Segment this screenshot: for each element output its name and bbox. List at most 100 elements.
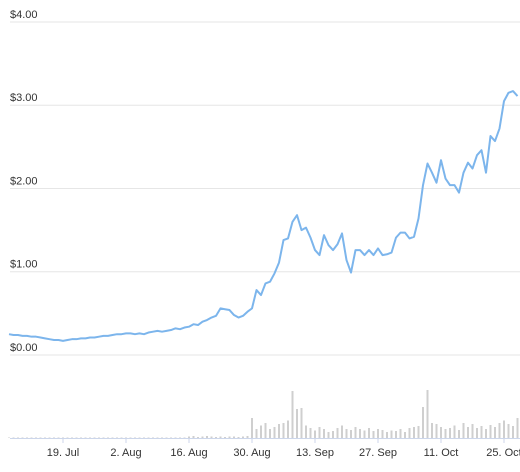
volume-bar [359, 429, 361, 438]
volume-bar [57, 437, 60, 438]
volume-bar [300, 408, 303, 438]
volume-bar [318, 427, 321, 438]
volume-bar [62, 437, 64, 438]
volume-bar [134, 437, 136, 438]
volume-bar [377, 429, 379, 438]
volume-bar [48, 437, 51, 438]
volume-bar [165, 437, 168, 438]
volume-bar [368, 428, 370, 438]
volume-bar [327, 432, 330, 438]
volume-bar [296, 409, 298, 438]
volume-bar [170, 437, 172, 438]
volume-bar [161, 437, 163, 438]
y-tick-label: $2.00 [10, 175, 38, 187]
volume-bar [336, 428, 339, 438]
volume-bar [17, 437, 19, 438]
x-tick-label: 13. Sep [296, 447, 334, 459]
volume-bar [269, 429, 271, 438]
volume-bar [372, 431, 375, 438]
volume-bar [363, 430, 366, 438]
volume-bar [39, 437, 42, 438]
volume-bar [75, 437, 78, 438]
volume-bar [237, 437, 240, 438]
volume-bar [485, 429, 487, 438]
volume-bar [440, 427, 442, 438]
volume-bar [84, 437, 87, 438]
volume-bar [399, 429, 402, 438]
volume-bar [120, 437, 123, 438]
volume-bar [107, 437, 109, 438]
x-tick-label: 27. Sep [359, 447, 397, 459]
volume-bar [476, 428, 478, 438]
volume-bar [156, 437, 159, 438]
volume-bar [512, 426, 514, 438]
volume-bar [215, 437, 217, 438]
volume-bar [287, 420, 289, 438]
volume-bar [431, 423, 433, 438]
volume-bar [192, 436, 195, 438]
volume-bar [233, 436, 235, 438]
volume-bar [498, 423, 501, 438]
volume-bar [413, 427, 415, 438]
volume-bar [278, 424, 280, 438]
volume-bar [80, 437, 82, 438]
volume-bar [404, 432, 406, 438]
x-tick-label: 2. Aug [110, 447, 141, 459]
volume-bar [345, 429, 348, 438]
y-tick-label: $1.00 [10, 259, 38, 271]
volume-bar [21, 437, 24, 438]
volume-bar [386, 432, 388, 438]
volume-bar [152, 437, 154, 438]
volume-bar [417, 426, 420, 438]
volume-bar [390, 430, 393, 438]
volume-bar [251, 418, 253, 438]
volume-bar [116, 437, 118, 438]
x-tick-label: 19. Jul [47, 447, 79, 459]
volume-bar [332, 431, 334, 438]
volume-bar [426, 390, 429, 438]
volume-bar [264, 423, 267, 438]
volume-bar [201, 436, 204, 438]
volume-bar [467, 427, 469, 438]
volume-bar [381, 430, 384, 438]
volume-bar [260, 425, 262, 438]
volume-bar [30, 437, 33, 438]
volume-bar [462, 423, 465, 438]
volume-bar [395, 431, 397, 438]
volume-bar [314, 430, 316, 438]
volume-bar [471, 424, 474, 438]
volume-bar [102, 437, 105, 438]
volume-bar [206, 436, 208, 438]
volume-bar [282, 423, 285, 438]
volume-bar [174, 437, 177, 438]
volume-bar [71, 437, 73, 438]
volume-bar [480, 426, 483, 438]
volume-bar [228, 436, 231, 438]
volume-bar [255, 429, 258, 438]
volume-bar [111, 437, 114, 438]
volume-bar [219, 436, 222, 438]
volume-bar [444, 429, 447, 438]
volume-bar [93, 437, 96, 438]
volume-bar [12, 437, 15, 438]
volume-bar [129, 437, 132, 438]
x-tick-label: 11. Oct [424, 447, 459, 459]
volume-bar [350, 430, 352, 438]
price-line [8, 90, 519, 342]
volume-bar [494, 427, 496, 438]
volume-bar [408, 428, 411, 438]
volume-bar [89, 437, 91, 438]
volume-bar [8, 437, 10, 438]
volume-bar [188, 436, 190, 438]
volume-bar [179, 437, 181, 438]
volume-bar [291, 391, 294, 438]
volume-bar [449, 428, 451, 438]
volume-bar [66, 437, 69, 438]
volume-bar [242, 436, 244, 438]
volume-bar [503, 420, 505, 438]
volume-bar [125, 437, 127, 438]
volume-bar [197, 437, 199, 438]
volume-bar [143, 437, 145, 438]
volume-bar [309, 428, 312, 438]
volume-bar [323, 429, 325, 438]
